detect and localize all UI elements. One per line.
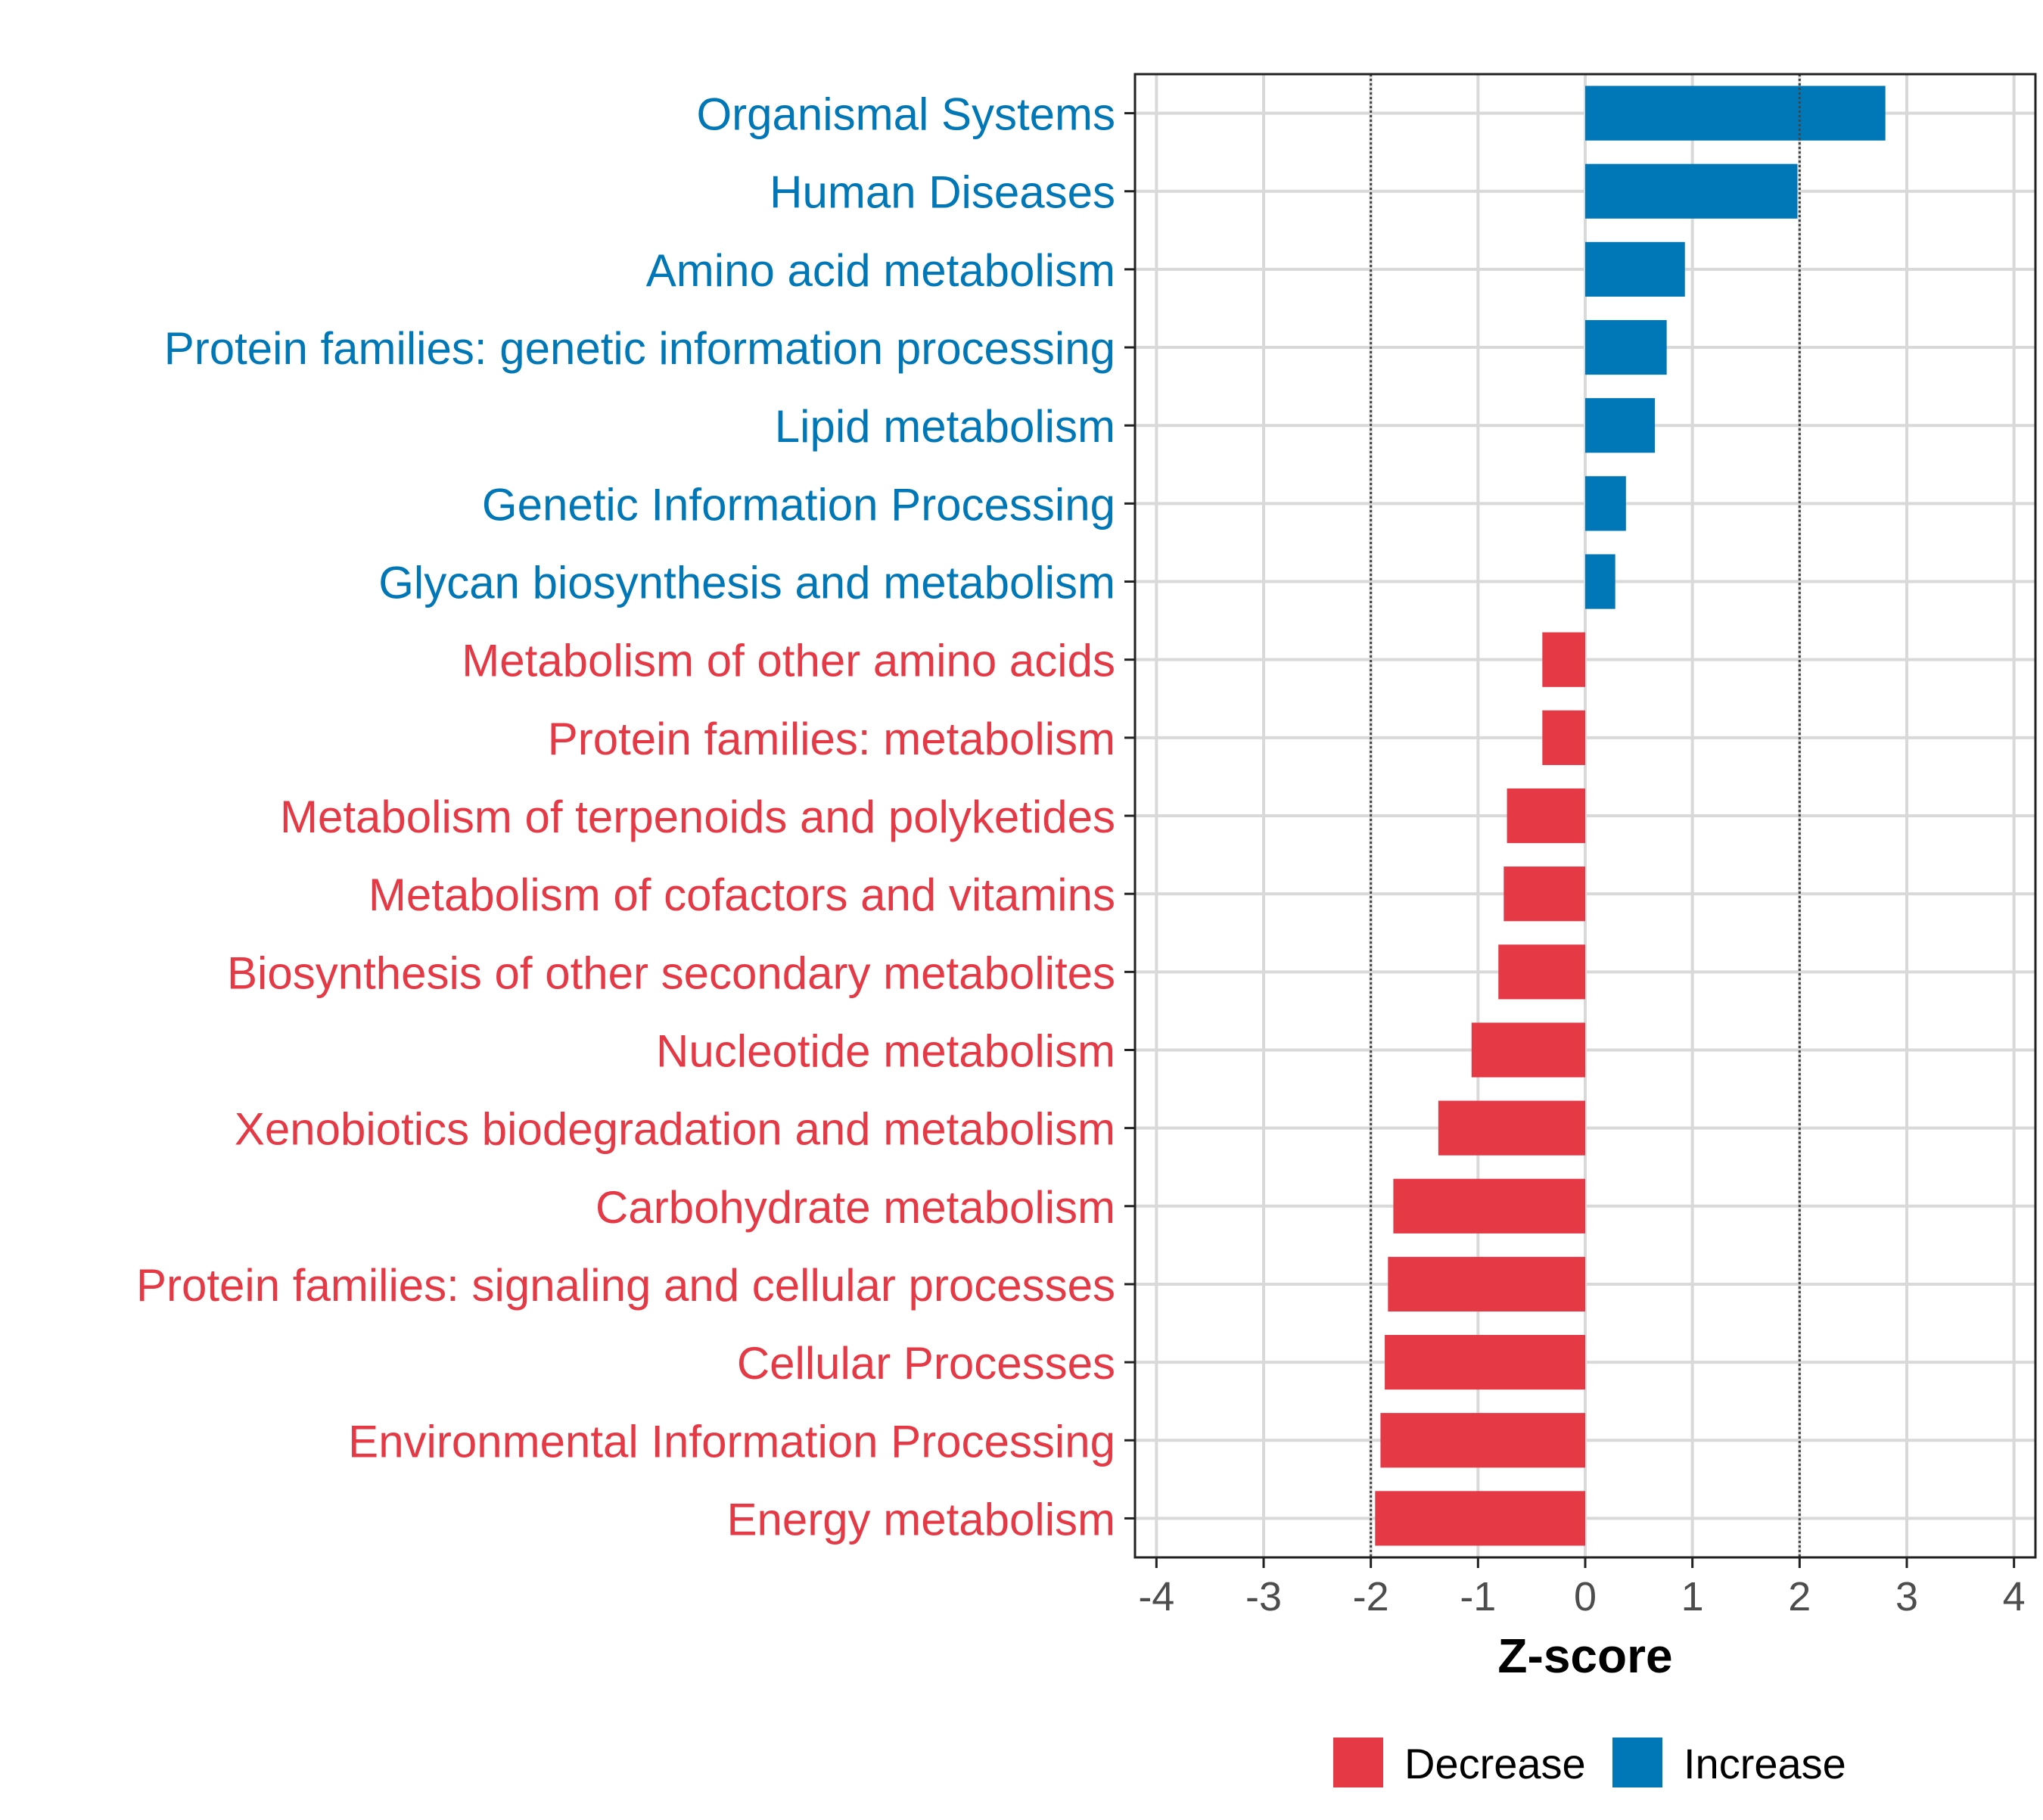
category-label: Cellular Processes [737, 1338, 1115, 1389]
bar-decrease [1507, 788, 1585, 844]
bar-decrease [1375, 1491, 1585, 1546]
x-tick-label: -1 [1460, 1574, 1496, 1619]
category-label: Amino acid metabolism [646, 245, 1115, 296]
category-label: Energy metabolism [726, 1494, 1115, 1545]
category-label: Organismal Systems [697, 89, 1115, 140]
bar-decrease [1380, 1413, 1585, 1468]
bar-decrease [1388, 1256, 1585, 1312]
x-tick-label: 2 [1788, 1574, 1811, 1619]
x-tick-label: -3 [1245, 1574, 1282, 1619]
x-axis-tick-labels: -4 -3 -2 -1 0 1 2 3 4 [1138, 1574, 2025, 1619]
legend: Decrease Increase [1333, 1738, 1846, 1787]
category-label: Nucleotide metabolism [656, 1025, 1115, 1076]
bar-decrease [1542, 632, 1585, 687]
y-axis-ticks [1124, 112, 1135, 1520]
reference-lines [1370, 74, 1801, 1557]
category-label: Lipid metabolism [775, 401, 1115, 452]
legend-label-increase: Increase [1684, 1740, 1846, 1787]
bar-increase [1585, 163, 1798, 219]
bar-increase [1585, 319, 1667, 375]
x-tick-label: 0 [1574, 1574, 1597, 1619]
x-tick-label: -4 [1138, 1574, 1174, 1619]
category-label: Glycan biosynthesis and metabolism [378, 558, 1115, 608]
x-tick-label: -2 [1353, 1574, 1389, 1619]
category-label: Protein families: genetic information pr… [164, 323, 1115, 374]
bar-decrease [1393, 1178, 1585, 1234]
category-label: Biosynthesis of other secondary metaboli… [227, 947, 1115, 998]
bar-increase [1585, 554, 1615, 609]
bar-decrease [1438, 1100, 1585, 1156]
bar-decrease [1471, 1022, 1585, 1078]
category-label: Protein families: signaling and cellular… [136, 1260, 1115, 1311]
legend-label-decrease: Decrease [1404, 1740, 1586, 1787]
x-axis-ticks [1155, 1557, 2016, 1568]
category-label: Human Diseases [770, 167, 1115, 218]
bar-decrease [1385, 1335, 1585, 1390]
bar-increase [1585, 241, 1685, 297]
bar-increase [1585, 398, 1656, 453]
y-axis-category-labels: Organismal Systems Human Diseases Amino ac… [136, 89, 1115, 1545]
category-label: Carbohydrate metabolism [595, 1182, 1115, 1233]
bar-decrease [1503, 866, 1585, 922]
x-axis-title: Z-score [1497, 1629, 1672, 1683]
category-label: Metabolism of cofactors and vitamins [368, 870, 1115, 920]
category-label: Metabolism of terpenoids and polyketides [280, 792, 1115, 842]
bar-decrease [1542, 710, 1585, 765]
bar-increase [1585, 86, 1886, 141]
bars [1375, 86, 1886, 1546]
category-label: Protein families: metabolism [548, 714, 1115, 764]
bar-increase [1585, 476, 1626, 531]
legend-swatch-increase [1612, 1738, 1662, 1787]
x-tick-label: 1 [1681, 1574, 1704, 1619]
category-label: Metabolism of other amino acids [462, 636, 1115, 686]
x-tick-label: 3 [1895, 1574, 1918, 1619]
category-label: Environmental Information Processing [348, 1416, 1115, 1467]
category-label: Genetic Information Processing [482, 479, 1115, 530]
legend-swatch-decrease [1333, 1738, 1383, 1787]
bar-decrease [1498, 944, 1585, 1000]
category-label: Xenobiotics biodegradation and metabolis… [235, 1104, 1115, 1155]
x-tick-label: 4 [2003, 1574, 2026, 1619]
